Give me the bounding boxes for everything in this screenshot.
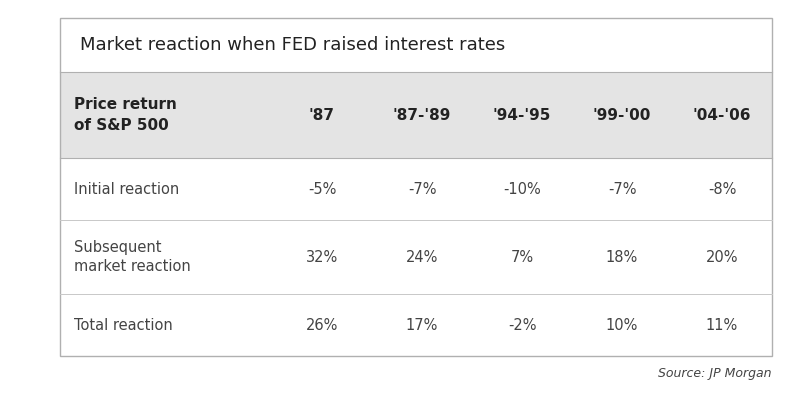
- Text: '99-'00: '99-'00: [593, 108, 651, 122]
- Text: -7%: -7%: [608, 182, 636, 196]
- Text: Total reaction: Total reaction: [74, 318, 173, 332]
- Text: 7%: 7%: [510, 250, 534, 264]
- Text: '87-'89: '87-'89: [393, 108, 451, 122]
- Text: -8%: -8%: [708, 182, 736, 196]
- Text: '04-'06: '04-'06: [693, 108, 751, 122]
- Bar: [60, 18, 772, 72]
- Text: '87: '87: [309, 108, 335, 122]
- Text: Price return
of S&P 500: Price return of S&P 500: [74, 97, 178, 133]
- Text: -5%: -5%: [308, 182, 336, 196]
- Text: -10%: -10%: [503, 182, 541, 196]
- Text: 20%: 20%: [706, 250, 738, 264]
- Bar: [60, 18, 772, 356]
- Bar: [60, 220, 772, 294]
- Text: 10%: 10%: [606, 318, 638, 332]
- Text: 17%: 17%: [406, 318, 438, 332]
- Text: 11%: 11%: [706, 318, 738, 332]
- Text: -2%: -2%: [508, 318, 536, 332]
- Bar: [60, 294, 772, 356]
- Text: -7%: -7%: [408, 182, 436, 196]
- Text: Source: JP Morgan: Source: JP Morgan: [658, 367, 772, 380]
- Text: 32%: 32%: [306, 250, 338, 264]
- Text: Market reaction when FED raised interest rates: Market reaction when FED raised interest…: [80, 36, 506, 54]
- Text: 24%: 24%: [406, 250, 438, 264]
- Bar: [60, 72, 772, 158]
- Text: Initial reaction: Initial reaction: [74, 182, 180, 196]
- Text: 18%: 18%: [606, 250, 638, 264]
- Text: '94-'95: '94-'95: [493, 108, 551, 122]
- Bar: [60, 158, 772, 220]
- Text: Subsequent
market reaction: Subsequent market reaction: [74, 240, 191, 274]
- Text: 26%: 26%: [306, 318, 338, 332]
